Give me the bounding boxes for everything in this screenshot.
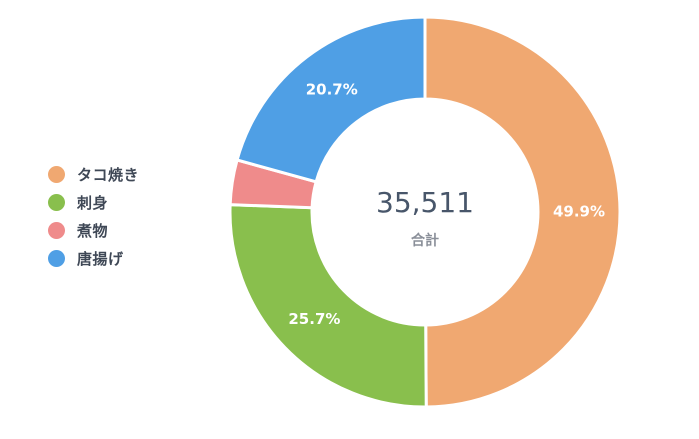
slice-karaage: [235, 15, 427, 184]
chart-legend: タコ焼き 刺身 煮物 唐揚げ: [48, 160, 139, 272]
donut-slices: [228, 15, 622, 409]
legend-label-sashimi: 刺身: [77, 193, 109, 212]
center-total-caption: 合計: [411, 232, 439, 249]
legend-swatch-takoyaki: [48, 165, 65, 183]
slice-label-sashimi: 25.7%: [288, 310, 340, 328]
center-total-value: 35,511: [376, 186, 474, 219]
legend-swatch-sashimi: [48, 193, 65, 211]
slice-takoyaki: [423, 15, 622, 409]
legend-swatch-karaage: [48, 249, 65, 267]
slice-labels: 49.9% 25.7% 20.7%: [288, 80, 605, 328]
legend-label-karaage: 唐揚げ: [77, 249, 124, 268]
legend-swatch-nimono: [48, 221, 65, 239]
legend-label-nimono: 煮物: [77, 221, 109, 240]
legend-item-takoyaki: タコ焼き: [48, 160, 139, 188]
slice-label-karaage: 20.7%: [306, 80, 358, 98]
legend-label-takoyaki: タコ焼き: [77, 165, 140, 184]
legend-item-karaage: 唐揚げ: [48, 244, 139, 272]
slice-sashimi: [228, 203, 428, 409]
legend-item-nimono: 煮物: [48, 216, 139, 244]
slice-label-takoyaki: 49.9%: [553, 203, 605, 221]
legend-item-sashimi: 刺身: [48, 188, 139, 216]
